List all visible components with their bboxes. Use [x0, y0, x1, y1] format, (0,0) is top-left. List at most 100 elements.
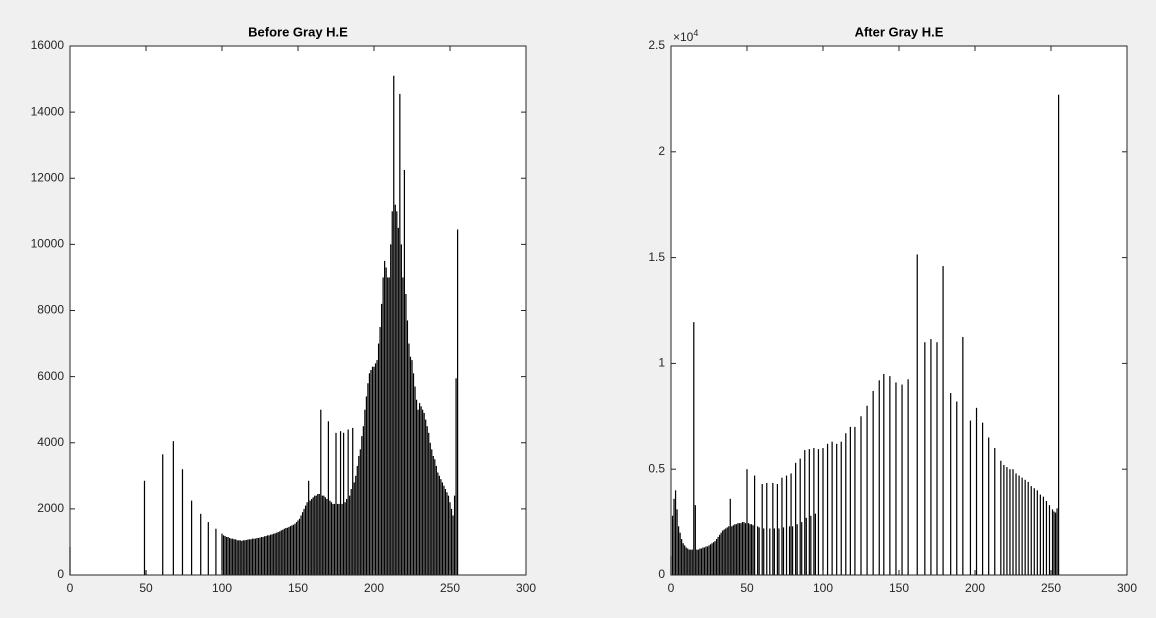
bar [752, 525, 754, 575]
bar [720, 532, 722, 575]
bar [417, 409, 419, 575]
bar [388, 277, 390, 575]
x-tick-label: 150 [889, 581, 909, 595]
x-tick-label: 0 [67, 581, 74, 595]
bar [930, 339, 932, 575]
bar [143, 480, 146, 575]
bar [1018, 475, 1020, 575]
bar [702, 547, 704, 575]
bar [373, 366, 375, 575]
bar [309, 500, 311, 575]
plot-area [70, 46, 526, 575]
bar [394, 204, 396, 575]
bar [408, 343, 410, 575]
y-tick-label: 8000 [37, 303, 64, 317]
bar [435, 465, 437, 575]
bar [333, 503, 336, 575]
x-tick-label: 100 [813, 581, 833, 595]
bar [740, 523, 742, 575]
bar [703, 547, 706, 575]
bar [1057, 94, 1060, 575]
bar [253, 538, 255, 575]
y-tick-label: 2000 [37, 501, 64, 515]
bar [399, 93, 401, 576]
bar [788, 526, 791, 575]
bar [288, 527, 290, 575]
bar [883, 373, 885, 575]
bar [370, 370, 372, 575]
y-tick-label: 12000 [31, 170, 65, 184]
bar [342, 432, 345, 575]
bar [314, 495, 316, 575]
bar [688, 549, 690, 575]
bar [405, 293, 407, 575]
bar [259, 537, 261, 575]
bar [397, 227, 399, 575]
bar [245, 539, 247, 575]
bar [295, 522, 298, 575]
bar [729, 498, 731, 575]
bar [329, 500, 331, 575]
bar [878, 380, 880, 575]
bar [304, 505, 307, 575]
y-tick-label: 16000 [31, 38, 65, 52]
bar [364, 409, 366, 575]
bar [324, 497, 326, 575]
bar [693, 322, 695, 575]
bar [697, 549, 699, 575]
bar [776, 484, 779, 575]
bar [757, 526, 759, 575]
bar [715, 539, 718, 575]
bar [699, 548, 701, 575]
bar [260, 536, 263, 575]
bar [895, 382, 897, 575]
bar [1045, 500, 1048, 575]
bar [384, 260, 386, 575]
bar [796, 524, 798, 575]
bar [298, 518, 301, 575]
bar [447, 495, 450, 575]
bar [256, 537, 258, 575]
x-tick-label: 150 [288, 581, 308, 595]
bar [690, 549, 692, 575]
y-exponent-base: ×10 [673, 30, 694, 44]
bar [1042, 496, 1045, 575]
bar [344, 502, 346, 575]
bar [377, 343, 380, 575]
bar [361, 436, 363, 575]
bar [230, 538, 232, 575]
bar [172, 441, 174, 575]
bar [766, 482, 768, 575]
bar [778, 528, 780, 575]
bar [810, 515, 812, 575]
bar [758, 527, 760, 575]
bar [190, 500, 193, 575]
bar [301, 512, 304, 575]
y-tick-label: 2.5 [648, 38, 665, 52]
bar [350, 489, 352, 575]
bar [969, 420, 972, 575]
bar [200, 513, 202, 575]
bar [942, 266, 944, 575]
bar [790, 473, 792, 575]
bar [317, 493, 319, 575]
bar [962, 336, 964, 575]
bar [412, 373, 415, 575]
bar [1033, 488, 1035, 575]
bar [291, 525, 293, 575]
bar [321, 495, 323, 575]
bar [225, 536, 228, 575]
bar [330, 502, 333, 575]
bar [1003, 464, 1005, 575]
bar [270, 534, 272, 575]
bar [782, 527, 785, 575]
bar [1051, 509, 1054, 575]
bar [268, 535, 270, 575]
bar [738, 523, 741, 575]
bar [432, 455, 434, 575]
bar [687, 548, 689, 575]
bar [356, 465, 358, 575]
bar [294, 523, 296, 575]
y-tick-label: 0.5 [648, 461, 665, 475]
bar [735, 524, 737, 575]
